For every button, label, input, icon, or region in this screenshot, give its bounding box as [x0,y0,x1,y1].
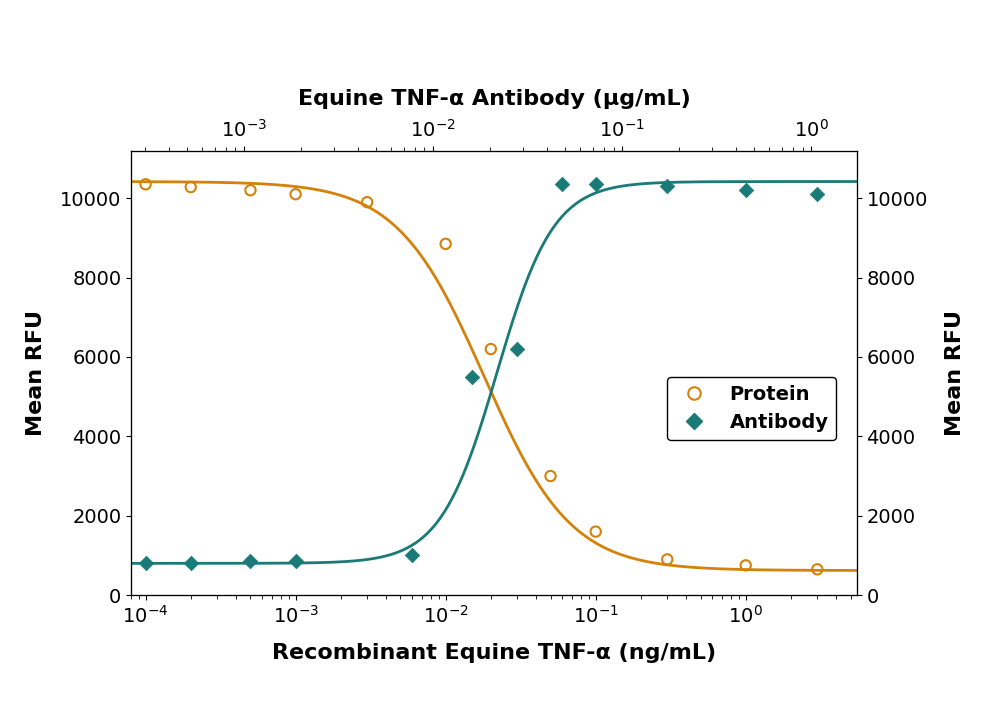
Point [182,181,199,193]
Point [464,371,480,383]
Point [554,179,571,190]
Point [242,184,258,196]
Point [437,238,454,250]
Point [542,470,558,482]
Point [242,555,258,566]
Point [182,557,199,569]
Point [287,189,303,200]
Point [738,184,754,196]
Point [287,555,303,566]
Point [659,181,675,192]
Y-axis label: Mean RFU: Mean RFU [26,310,46,436]
X-axis label: Equine TNF-α Antibody (μg/mL): Equine TNF-α Antibody (μg/mL) [297,89,690,109]
Legend: Protein, Antibody: Protein, Antibody [667,376,837,440]
Point [659,554,675,565]
Point [404,549,420,561]
Y-axis label: Mean RFU: Mean RFU [944,310,965,436]
Point [483,343,499,355]
Point [137,557,153,569]
Point [738,559,754,571]
Point [809,564,826,575]
Point [359,196,375,208]
Point [137,179,153,190]
Point [809,189,826,200]
Point [588,179,604,190]
Point [509,343,525,355]
X-axis label: Recombinant Equine TNF-α (ng/mL): Recombinant Equine TNF-α (ng/mL) [272,643,716,663]
Point [588,526,604,537]
